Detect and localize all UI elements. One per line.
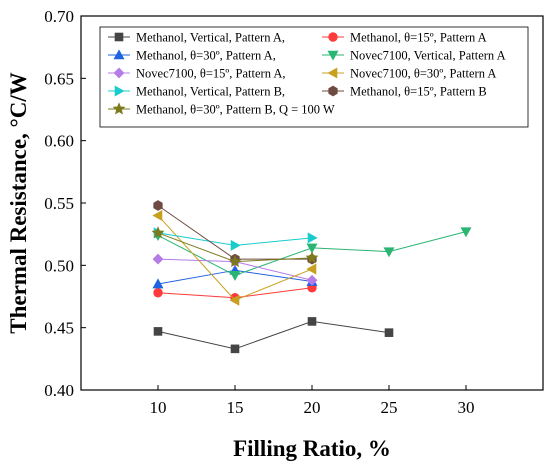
data-point [228,254,242,268]
y-tick-label: 0.50 [44,256,74,275]
legend-marker [327,50,339,61]
legend-entry: Methanol, θ=15º, Pattern A [322,31,487,45]
data-point [153,200,163,211]
data-point [306,243,318,254]
series-line [157,205,312,260]
data-point [229,294,240,306]
legend-entry: Methanol, θ=30º, Pattern A, [108,49,276,63]
legend-marker [113,67,125,79]
data-point [153,327,163,336]
x-tick-label: 30 [458,398,475,417]
data-point [229,271,241,281]
legend-entry: Novec7100, Vertical, Pattern A [322,49,506,63]
data-point [152,209,163,221]
data-point [152,278,164,289]
data-point [383,247,395,258]
x-axis-title: Filling Ratio, % [233,436,391,461]
legend-entry: Methanol, θ=15º, Pattern B [322,85,487,99]
legend-label: Novec7100, Vertical, Pattern A [350,49,506,63]
axis-ticks: 10 15 20 25 30 0.40 0.45 0.50 0.55 0.60 0.65 0.70 [44,7,474,417]
data-point [151,226,165,239]
legend-label: Methanol, Vertical, Pattern B, [136,85,285,99]
legend-label: Methanol, θ=15º, Pattern B [350,85,487,99]
series-9 [151,226,319,268]
legend-marker [328,85,338,97]
series-6 [152,209,317,306]
legend-label: Methanol, θ=30º, Pattern B, Q = 100 W [136,103,335,117]
data-point [230,239,241,251]
legend-box [99,26,529,128]
series-layer [151,200,472,354]
data-point [230,344,240,354]
legend-entry: Novec7100, θ=30º, Pattern A [322,67,496,81]
data-point [153,288,163,298]
data-point [152,253,164,265]
x-tick-label: 20 [304,398,321,417]
data-point [306,274,318,286]
data-point [460,227,472,238]
legend-marker [327,67,338,79]
x-tick-label: 15 [227,398,244,417]
legend-label: Methanol, Vertical, Pattern A, [136,31,285,45]
data-point [384,328,394,337]
y-tick-label: 0.40 [44,381,74,400]
x-tick-label: 10 [150,398,167,417]
legend-marker [112,102,126,115]
data-point [305,251,319,264]
legend: Methanol, Vertical, Pattern A, Methanol, … [99,26,529,128]
y-tick-label: 0.55 [44,194,74,213]
data-point [306,263,317,275]
legend-entry: Methanol, Vertical, Pattern B, [108,85,285,99]
y-tick-label: 0.45 [44,319,74,338]
x-tick-label: 25 [381,398,398,417]
legend-label: Methanol, θ=30º, Pattern A, [136,49,276,63]
series-1 [153,317,394,354]
y-tick-label: 0.70 [44,7,74,26]
legend-entry: Methanol, Vertical, Pattern A, [108,31,285,45]
legend-label: Novec7100, θ=30º, Pattern A [350,67,496,81]
y-tick-label: 0.60 [44,132,74,151]
legend-marker [114,32,124,42]
data-point [307,232,318,244]
y-tick-label: 0.65 [44,69,74,88]
series-line [157,320,390,350]
legend-label: Methanol, θ=15º, Pattern A [350,31,487,45]
series-7 [153,227,318,251]
legend-entry: Methanol, θ=30º, Pattern B, Q = 100 W [108,102,335,117]
legend-entry: Novec7100, θ=15º, Pattern A, [108,67,286,81]
legend-label: Novec7100, θ=15º, Pattern A, [136,67,286,81]
legend-marker [114,85,125,97]
data-point [307,317,317,326]
y-axis-title: Thermal Resistance, °C/W [6,72,31,334]
legend-marker [113,49,125,60]
legend-marker [328,32,338,42]
